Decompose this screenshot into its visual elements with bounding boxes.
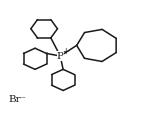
Text: +: + [62, 47, 68, 56]
Text: Br⁻: Br⁻ [8, 94, 26, 103]
Text: P: P [57, 52, 64, 61]
